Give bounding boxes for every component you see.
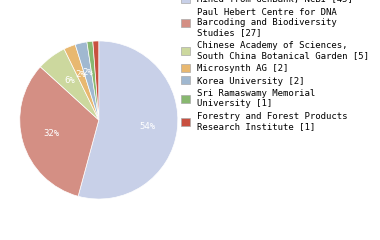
Text: 32%: 32% xyxy=(44,129,60,138)
Wedge shape xyxy=(40,49,99,120)
Wedge shape xyxy=(64,45,99,120)
Wedge shape xyxy=(87,41,99,120)
Wedge shape xyxy=(75,42,99,120)
Wedge shape xyxy=(93,41,99,120)
Text: 2%: 2% xyxy=(75,70,86,79)
Text: 54%: 54% xyxy=(139,122,155,131)
Wedge shape xyxy=(20,67,99,196)
Wedge shape xyxy=(78,41,178,199)
Text: 6%: 6% xyxy=(64,76,75,85)
Legend: Mined from GenBank, NCBI [45], Paul Hebert Centre for DNA
Barcoding and Biodiver: Mined from GenBank, NCBI [45], Paul Hebe… xyxy=(180,0,369,131)
Text: 2%: 2% xyxy=(82,68,93,77)
